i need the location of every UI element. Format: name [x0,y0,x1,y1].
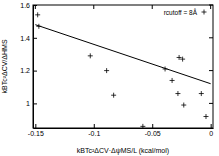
point [111,93,116,98]
tick-mark [94,124,95,128]
tick-mark [209,103,213,104]
tick-label: -0.15 [28,130,44,137]
tick-mark [33,71,37,72]
point [140,124,145,128]
tick-label: 1 [26,100,30,107]
point [104,68,109,73]
marks [35,12,210,128]
point [175,91,180,96]
tick-mark [33,38,37,39]
tick-label: 1.6 [20,2,30,9]
tick-label: 1.4 [20,35,30,42]
tick-label: -0.1 [88,130,100,137]
tick-mark [33,103,37,104]
point [180,57,185,62]
plot-frame [33,5,213,128]
y-axis-title: kBTc²ΔCV/ΔHMS [1,39,8,93]
legend-label: rcutoff = 8Å [164,8,198,16]
tick-mark [35,124,36,128]
tick-mark [209,37,213,38]
legend-marker [202,10,207,15]
point [35,12,40,17]
tick: -0.15 [28,124,44,137]
tick-mark [152,5,153,9]
point [199,91,204,96]
tick-mark [93,5,94,9]
point [203,114,208,119]
y-axis: 1 1.2 1.4 1.6 [20,2,37,129]
tick: 1.2 [20,67,37,74]
point [88,53,93,58]
point [170,78,175,83]
fit-line [35,25,210,84]
tick: 1 [26,100,37,107]
tick-mark [211,124,212,128]
tick-mark [209,5,213,6]
x-axis-title: kBTc²ΔCV·ΔψMS/L (kcal/mol) [77,147,169,155]
tick-mark [35,5,36,9]
x-axis: -0.15 -0.1 -0.05 0 [28,124,214,137]
tick-label: 1.2 [20,67,30,74]
chart: -0.15 -0.1 -0.05 0 1 1.2 1.4 1.6 rcutoff = 8Å kBT… [0,0,219,156]
tick-mark [209,70,213,71]
tick: -0.1 [88,124,100,137]
tick: 1.4 [20,35,37,42]
tick-label: -0.05 [145,130,161,137]
tick-mark [210,5,211,9]
plot: -0.15 -0.1 -0.05 0 1 1.2 1.4 1.6 rcutoff = 8Å [20,2,213,137]
tick-label: 0 [209,130,213,137]
tick: -0.05 [145,124,161,137]
legend: rcutoff = 8Å [164,8,207,16]
tick-mark [152,124,153,128]
point [181,103,186,108]
